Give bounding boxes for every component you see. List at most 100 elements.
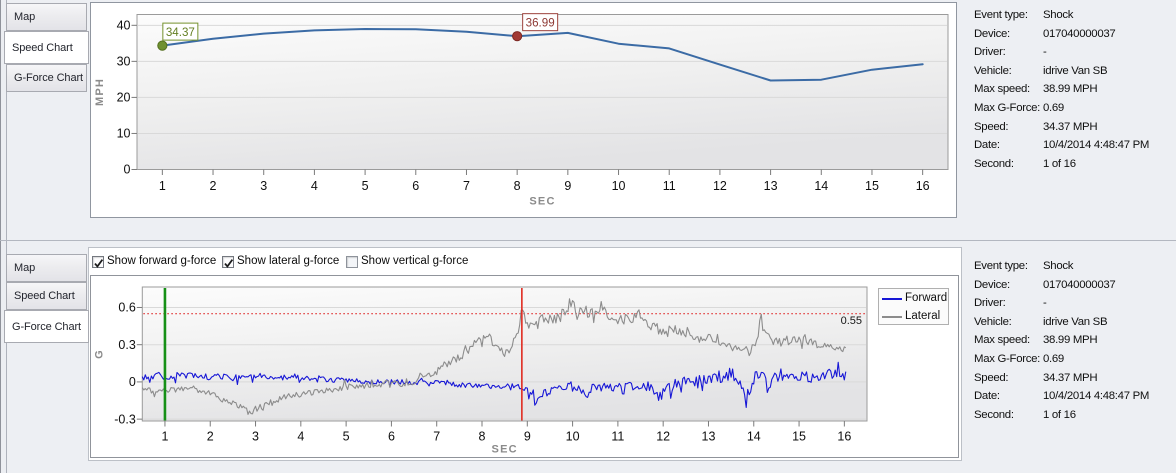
info-label: Speed: xyxy=(974,371,1009,384)
checkbox-show-lateral-g-force[interactable] xyxy=(222,256,234,268)
gforce-options-row: Show forward g-force Show lateral g-force… xyxy=(89,248,959,274)
marker-label-box xyxy=(162,22,199,41)
info-value: 38.99 MPH xyxy=(1043,83,1098,96)
marker-label-box xyxy=(522,13,559,32)
tab-label: Map xyxy=(14,262,36,274)
start-marker xyxy=(157,40,168,51)
checkmark-icon xyxy=(94,259,104,268)
threshold-label: 0.55 xyxy=(841,315,862,327)
x-tick-label: 15 xyxy=(865,179,879,193)
gforce-chart[interactable]: -0.300.30.61 2 3 4 5 6 7 8 9 10 11 12 13 14 15 16SECG0.… xyxy=(91,276,957,456)
info-label: Event type: xyxy=(974,9,1028,21)
gforce-chart-box: -0.3 0 0.3 0.6 1 2 3 4 5 6 7 8 9 10 11 12 13 14 15 16 SEC G 0.… xyxy=(90,275,959,458)
legend-swatch xyxy=(882,315,902,318)
x-tick-label: 16 xyxy=(837,430,851,444)
info-label: Max speed: xyxy=(974,334,1030,347)
y-tick-label: 0 xyxy=(124,163,131,177)
info-value: - xyxy=(1043,297,1047,310)
x-tick-label: 9 xyxy=(524,430,531,444)
info-label: Vehicle: xyxy=(974,315,1012,328)
marker-label: 36.99 xyxy=(526,16,555,29)
legend-label: Lateral xyxy=(905,309,941,322)
x-tick-label: 5 xyxy=(362,179,369,193)
y-axis-title: G xyxy=(94,349,106,359)
info-value: 34.37 MPH xyxy=(1043,120,1098,133)
tab-speed-chart-top[interactable]: Speed Chart xyxy=(4,31,89,64)
tab-speed-chart-bottom[interactable]: Speed Chart xyxy=(6,282,87,310)
info-row: Speed: 34.37 MPH xyxy=(974,372,1176,391)
x-tick-label: 6 xyxy=(412,179,419,193)
info-value: Shock xyxy=(1043,9,1074,21)
y-tick-label: 20 xyxy=(117,91,131,105)
info-row: Driver: - xyxy=(974,46,1176,65)
info-row: Second: 1 of 16 xyxy=(974,158,1176,177)
x-tick-label: 15 xyxy=(792,430,806,444)
checkbox-label[interactable]: Show vertical g-force xyxy=(361,255,469,267)
checkmark-icon xyxy=(224,259,234,268)
info-label: Date: xyxy=(974,139,1000,152)
x-tick-label: 14 xyxy=(814,179,828,193)
y-tick-label: 0.6 xyxy=(118,301,135,315)
legend-item-lateral: Lateral xyxy=(879,308,948,326)
tab-label: Map xyxy=(14,11,36,23)
info-row: Driver: - xyxy=(974,297,1176,316)
legend-label: Forward xyxy=(905,292,948,304)
marker-label: 34.37 xyxy=(166,26,195,39)
info-value: 10/4/2014 4:48:47 PM xyxy=(1043,139,1150,152)
tab-gforce-chart-top[interactable]: G-Force Chart xyxy=(6,64,87,92)
x-tick-label: 13 xyxy=(702,430,716,444)
info-value: idrive Van SB xyxy=(1043,315,1108,328)
speed-chart-panel: 0 10 20 30 40 1 2 3 4 5 6 7 8 9 10 11 12 13 14 15 16 SEC MPH 34… xyxy=(90,2,957,218)
checkbox-label[interactable]: Show forward g-force xyxy=(107,255,217,267)
info-row: Max speed: 38.99 MPH xyxy=(974,334,1176,353)
info-label: Speed: xyxy=(974,120,1009,133)
tab-gforce-chart-bottom[interactable]: G-Force Chart xyxy=(4,310,89,343)
info-row: Vehicle: idrive Van SB xyxy=(974,65,1176,84)
x-tick-label: 3 xyxy=(252,430,259,444)
info-label: Max speed: xyxy=(974,83,1030,96)
x-tick-label: 7 xyxy=(463,179,470,193)
info-row: Event type: Shock xyxy=(974,9,1176,28)
forward-gforce-line xyxy=(141,361,847,408)
info-row: Max G-Force: 0.69 xyxy=(974,353,1176,372)
info-value: 0.69 xyxy=(1043,353,1064,365)
x-axis-title: SEC xyxy=(529,196,555,208)
info-label: Driver: xyxy=(974,46,1006,59)
tab-label: Speed Chart xyxy=(14,290,75,302)
x-tick-label: 4 xyxy=(297,430,304,444)
x-tick-label: 12 xyxy=(713,179,727,193)
info-label: Date: xyxy=(974,390,1000,403)
x-tick-label: 8 xyxy=(514,179,521,193)
y-axis-title: MPH xyxy=(94,78,106,106)
info-value: idrive Van SB xyxy=(1043,64,1108,77)
checkbox-show-forward-g-force[interactable] xyxy=(92,256,104,268)
x-tick-label: 7 xyxy=(433,430,440,444)
info-label: Driver: xyxy=(974,297,1006,310)
x-tick-label: 1 xyxy=(161,430,168,444)
section-divider xyxy=(0,240,1176,241)
info-row: Speed: 34.37 MPH xyxy=(974,121,1176,140)
info-value: 0.69 xyxy=(1043,102,1064,114)
checkbox-label[interactable]: Show lateral g-force xyxy=(237,255,340,267)
info-label: Second: xyxy=(974,408,1014,421)
y-tick-label: 10 xyxy=(117,127,131,141)
lateral-gforce-line xyxy=(141,298,847,415)
tab-label: G-Force Chart xyxy=(14,72,83,84)
checkbox-show-vertical-g-force[interactable] xyxy=(346,256,358,268)
info-value: 017040000037 xyxy=(1043,278,1116,291)
x-tick-label: 11 xyxy=(663,179,676,193)
info-row: Device: 017040000037 xyxy=(974,28,1176,47)
chart-legend: Forward Lateral xyxy=(878,288,949,325)
x-tick-label: 4 xyxy=(311,179,318,193)
x-tick-label: 14 xyxy=(747,430,761,444)
tab-map-top[interactable]: Map xyxy=(6,3,87,31)
tab-map-bottom[interactable]: Map xyxy=(6,254,87,282)
x-tick-label: 5 xyxy=(343,430,350,444)
info-value: 38.99 MPH xyxy=(1043,334,1098,347)
x-tick-label: 12 xyxy=(656,430,670,444)
x-tick-label: 9 xyxy=(564,179,571,193)
info-value: 1 of 16 xyxy=(1043,157,1076,170)
x-tick-label: 3 xyxy=(260,179,267,193)
